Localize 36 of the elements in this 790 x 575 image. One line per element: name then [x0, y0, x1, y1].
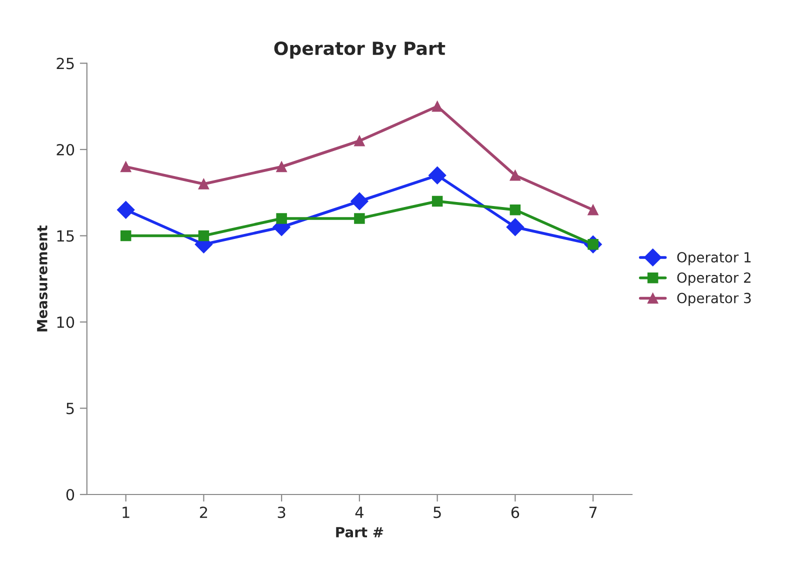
- y-tick-label: 0: [66, 488, 74, 501]
- point: [276, 213, 287, 224]
- point: [432, 100, 443, 112]
- point: [198, 178, 210, 190]
- x-tick-label: 6: [511, 506, 520, 518]
- y-tick-label: 10: [57, 316, 74, 328]
- x-axis-title: Part #: [336, 527, 384, 538]
- point: [510, 170, 521, 181]
- point: [350, 192, 368, 210]
- point: [428, 166, 446, 184]
- point: [432, 196, 443, 207]
- legend-label: Operator 3: [677, 292, 751, 306]
- point: [276, 161, 287, 172]
- point: [120, 230, 132, 242]
- x-tick-label: 7: [589, 506, 597, 518]
- y-tick-label: 5: [66, 402, 74, 414]
- x-tick-label: 5: [434, 506, 441, 518]
- y-tick-label: 20: [56, 144, 74, 156]
- point: [354, 213, 365, 224]
- point: [120, 161, 132, 172]
- point: [588, 204, 598, 216]
- x-tick-label: 3: [278, 506, 286, 518]
- y-axis-title: Measurement: [37, 225, 48, 332]
- chart-title: Operator By Part: [274, 42, 446, 59]
- point: [506, 218, 524, 236]
- x-tick-label: 4: [355, 506, 364, 518]
- y-tick-label: 25: [56, 58, 74, 70]
- legend-label: Operator 2: [677, 272, 750, 286]
- legend-label: Operator 1: [677, 252, 751, 266]
- point: [198, 230, 210, 242]
- y-tick-label: 15: [57, 230, 74, 242]
- x-tick-label: 2: [200, 506, 208, 518]
- point: [510, 204, 521, 216]
- point: [354, 135, 365, 146]
- x-tick-label: 1: [122, 506, 130, 518]
- point: [116, 201, 135, 219]
